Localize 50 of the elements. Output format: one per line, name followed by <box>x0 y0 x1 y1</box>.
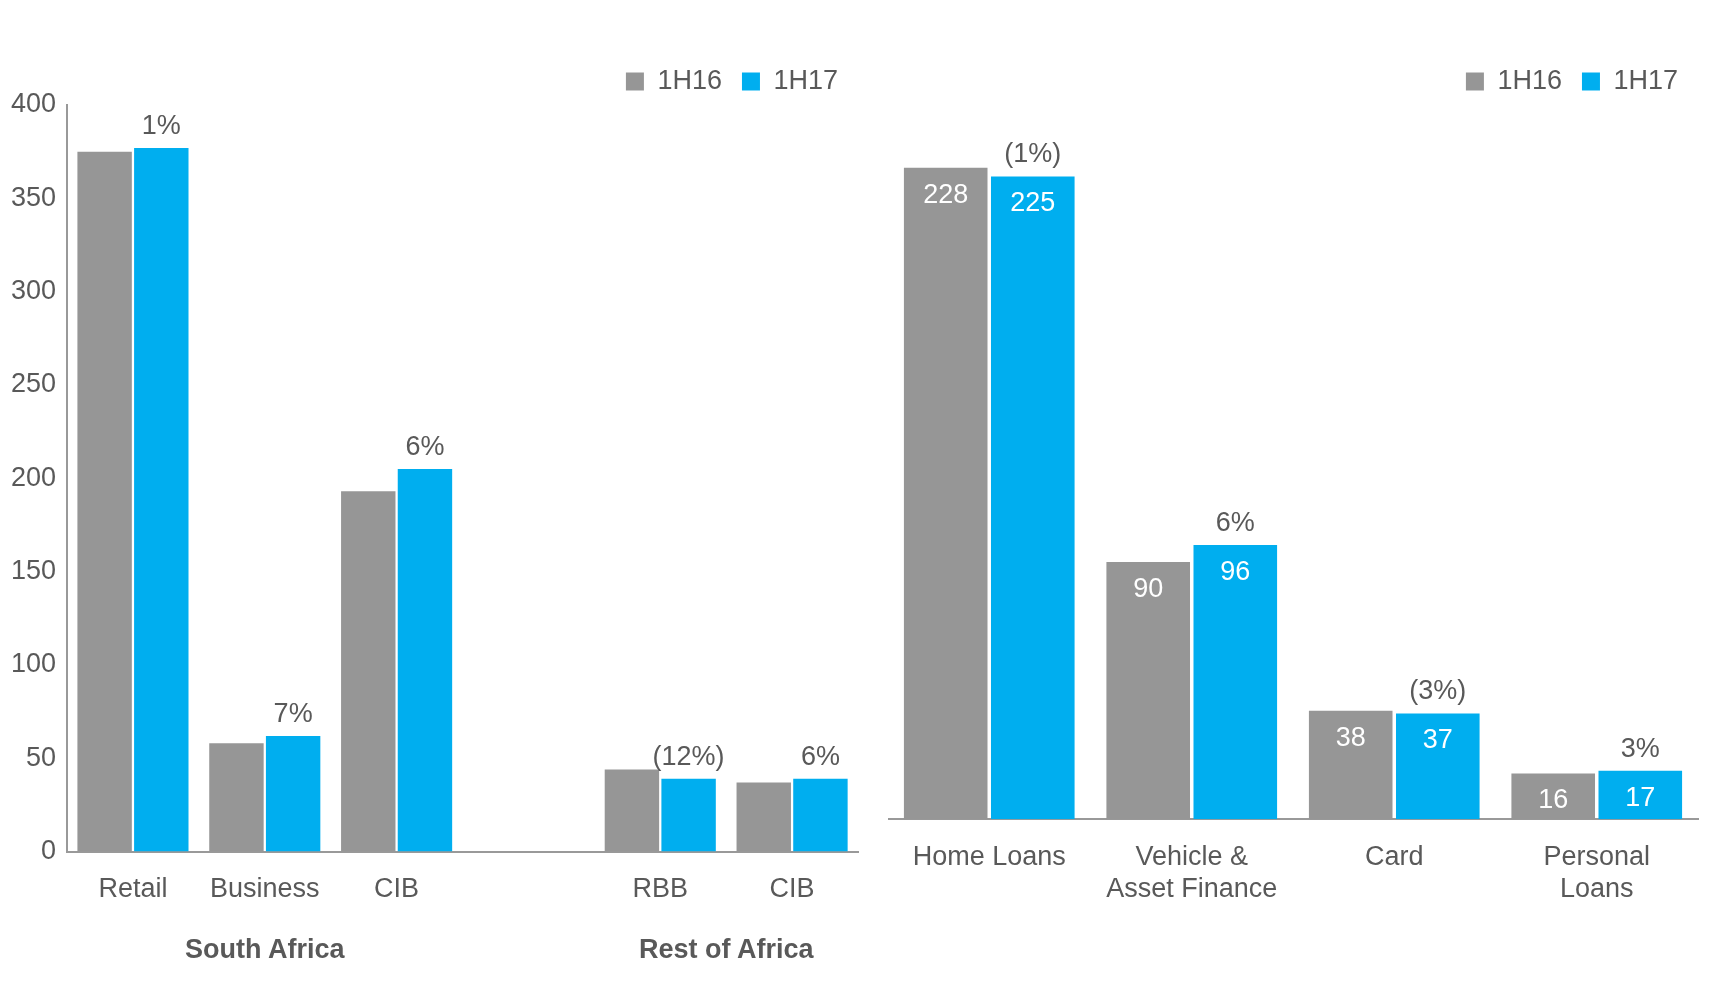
x-tick-label: CIB <box>769 873 815 904</box>
bar <box>1193 544 1278 820</box>
bar <box>265 735 321 852</box>
legend-label: 1H17 <box>1613 64 1678 95</box>
annotation: 1% <box>141 109 181 140</box>
x-tick-label: CIB <box>374 873 420 904</box>
x-tick-label: Home Loans <box>912 840 1066 871</box>
y-tick-label: 350 <box>10 181 57 212</box>
annotation: 6% <box>800 740 840 771</box>
annotation: 3% <box>1620 732 1660 763</box>
y-tick-label: 100 <box>10 648 57 679</box>
bar <box>661 778 716 852</box>
y-tick-label: 50 <box>26 741 57 772</box>
x-tick-label: Retail <box>98 873 168 904</box>
data-label: 228 <box>923 178 969 209</box>
bar <box>397 468 453 852</box>
annotation: (1%) <box>1004 138 1062 169</box>
annotation: 6% <box>405 430 445 461</box>
y-tick-label: 300 <box>10 275 57 306</box>
x-tick-label: Card <box>1364 840 1424 871</box>
annotation: 6% <box>1215 506 1255 537</box>
data-label: 96 <box>1220 555 1251 586</box>
bar <box>134 147 189 852</box>
annotation: (3%) <box>1409 675 1467 706</box>
y-tick-label: 150 <box>10 555 57 586</box>
data-label: 16 <box>1538 784 1569 815</box>
y-tick-label: 400 <box>10 88 57 119</box>
y-tick-label: 250 <box>10 368 57 399</box>
bar <box>793 778 848 852</box>
data-label: 90 <box>1133 573 1164 604</box>
text: South Africa <box>185 933 346 964</box>
data-label: 38 <box>1335 721 1366 752</box>
x-tick-label: Vehicle & Asset Finance <box>1106 840 1278 904</box>
legend-label: 1H17 <box>773 64 838 95</box>
bar <box>1598 770 1683 820</box>
data-label: 225 <box>1010 187 1056 218</box>
data-label: 37 <box>1422 724 1453 755</box>
x-tick-label: RBB <box>632 873 689 904</box>
text: Rest of Africa <box>638 933 815 964</box>
annotation: 7% <box>273 697 313 728</box>
data-label: 17 <box>1625 781 1656 812</box>
bar <box>990 176 1075 820</box>
bar <box>1395 713 1480 820</box>
annotation: (12%) <box>652 740 725 771</box>
x-tick-label: Personal Loans <box>1543 840 1651 904</box>
legend-label: 1H16 <box>657 64 722 95</box>
y-tick-label: 0 <box>41 835 57 866</box>
legend-label: 1H16 <box>1497 64 1562 95</box>
y-tick-label: 200 <box>10 461 57 492</box>
x-tick-label: Business <box>210 873 320 904</box>
